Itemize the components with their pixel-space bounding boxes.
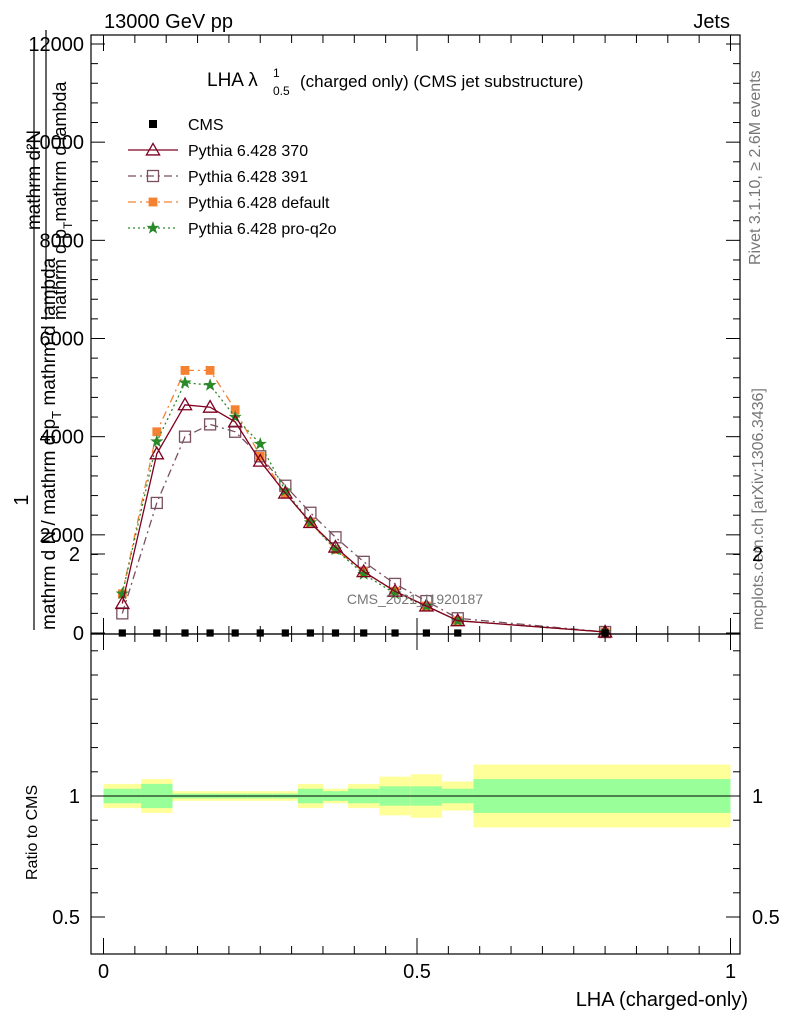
ratio-y-tick-label-right: 1 (752, 786, 763, 808)
data-point (331, 629, 340, 637)
ratio-panel-frame (90, 633, 741, 955)
x-tick-label: 0 (98, 961, 109, 983)
data-point (255, 451, 265, 461)
plot-title-subscript: 0.5 (273, 84, 290, 98)
ylabel-left-denominator-sub: T (49, 411, 64, 419)
plot-title-rest: (charged only) (CMS jet substructure) (300, 72, 583, 91)
y-tick-label: 0 (73, 623, 84, 645)
data-point (203, 418, 217, 431)
data-point (454, 629, 462, 637)
data-point (181, 629, 189, 637)
ylabel-left-numerator: 1 (11, 494, 33, 505)
main-y-axis-title: 1 mathrm d N / mathrm d pT mathrm d lamb… (11, 30, 75, 630)
data-point (206, 629, 214, 637)
plot-title-superscript: 1 (273, 66, 280, 80)
data-point (387, 583, 403, 597)
data-point (227, 414, 243, 428)
data-point (277, 485, 294, 499)
data-point (150, 434, 164, 448)
data-point (306, 629, 315, 637)
data-point (205, 366, 215, 375)
data-point (355, 563, 372, 578)
y-tick-label: 6000 (40, 329, 85, 351)
data-point (302, 514, 319, 529)
data-point (146, 221, 160, 234)
data-point (149, 120, 157, 128)
main-y-axis: 0 2000 4000 6000 8000 10000 12000 (28, 34, 740, 645)
ylabel-left-denominator: mathrm d N / mathrm d p (39, 419, 60, 630)
main-panel-content (114, 366, 613, 639)
ratio-y-axis-title: Ratio to CMS (24, 785, 41, 880)
plot-title-main: LHA λ (207, 70, 258, 91)
plot-title: LHA λ 1 0.5 (charged only) (CMS jet subs… (207, 66, 583, 98)
main-panel: 0 2000 4000 6000 8000 10000 12000 CMS_2021_I19… (28, 34, 741, 645)
y-tick-label: 10000 (28, 132, 84, 154)
ratio-y-axis: 0.5 0.5 1 1 2 2 (52, 544, 780, 929)
rivet-version-label: Rivet 3.1.10, ≥ 2.6M events (747, 70, 764, 265)
x-tick-label: 0.5 (403, 961, 431, 983)
data-point (180, 366, 190, 375)
data-point (150, 496, 163, 510)
data-point (281, 629, 289, 637)
y-tick-label: 12000 (28, 34, 84, 56)
ratio-y-tick-label: 2 (69, 544, 80, 566)
data-point (152, 427, 162, 437)
svg-text:mathrm d pTmathrm d lambda: mathrm d pTmathrm d lambda (50, 81, 75, 320)
legend-label: Pythia 6.428 391 (188, 169, 308, 186)
analysis-watermark: CMS_2021_I1920187 (347, 591, 483, 607)
data-point (178, 375, 192, 389)
data-point (450, 612, 466, 627)
y-tick-label: 4000 (40, 427, 85, 449)
ratio-y-tick-label-right: 0.5 (752, 907, 780, 929)
legend: CMS Pythia 6.428 370 Pythia 6.428 391 Pythi… (128, 117, 337, 238)
ratio-y-tick-label: 0.5 (52, 907, 80, 929)
ratio-x-axis: 0 0.5 1 (98, 634, 736, 983)
svg-text:mathrm d N / mathrm d pT mathr: mathrm d N / mathrm d pT mathrm d lambda (39, 257, 64, 630)
ratio-y-tick-label-right: 2 (752, 544, 763, 566)
data-point (230, 405, 240, 415)
data-point (252, 453, 268, 467)
ylabel-top-denominator: mathrm d p (50, 229, 70, 320)
mcplots-label: mcplots.cern.ch [arXiv:1306.3436] (750, 388, 767, 630)
ylabel-top-numerator: mathrm d²N (24, 130, 45, 230)
data-point (148, 197, 158, 207)
data-point (422, 629, 431, 637)
data-point (118, 629, 126, 637)
legend-label: Pythia 6.428 default (188, 195, 330, 212)
data-point (114, 595, 131, 610)
legend-label: CMS (188, 117, 224, 134)
data-point (149, 445, 165, 460)
ylabel-top-denominator-rest: mathrm d lambda (50, 81, 70, 222)
data-point (360, 629, 368, 637)
energy-label: 13000 GeV pp (104, 11, 233, 33)
data-point (203, 378, 217, 391)
ratio-y-tick-label: 1 (69, 786, 80, 808)
x-tick-label: 1 (725, 961, 736, 983)
data-point (327, 539, 344, 553)
y-tick-label: 2000 (40, 525, 85, 547)
main-x-ticks (103, 35, 731, 634)
data-point (145, 142, 161, 156)
data-point (202, 399, 218, 413)
data-point (178, 430, 192, 443)
data-point (231, 629, 239, 637)
data-point (253, 437, 267, 450)
legend-label: Pythia 6.428 pro-q2o (188, 221, 337, 238)
data-point (418, 598, 435, 612)
ylabel-left-denominator-rest: mathrm d lambda (39, 257, 60, 411)
data-point (146, 169, 160, 183)
ratio-panel-content (103, 764, 731, 828)
data-point (177, 396, 193, 411)
ratio-panel: 0.5 0.51 12 2 0 0.5 1 (52, 544, 780, 983)
data-point (153, 629, 161, 637)
y-tick-label: 8000 (40, 230, 85, 252)
x-axis-title: LHA (charged-only) (576, 989, 748, 1011)
category-label: Jets (693, 11, 730, 33)
data-point (391, 629, 399, 637)
legend-label: Pythia 6.428 370 (188, 143, 308, 160)
ylabel-top-denominator-sub: T (61, 221, 75, 229)
